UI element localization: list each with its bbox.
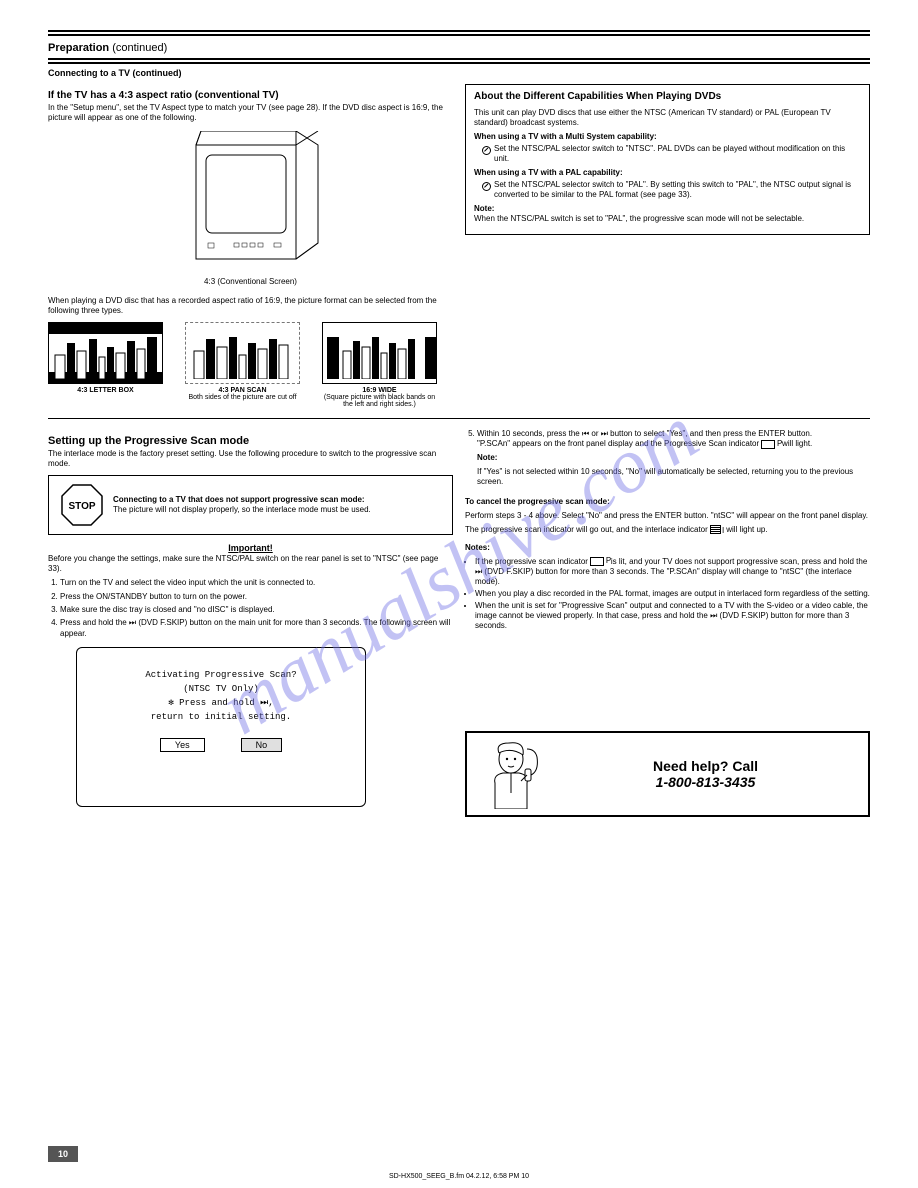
step-1: Turn on the TV and select the video inpu… <box>60 578 453 588</box>
cap-li2: Set the NTSC/PAL selector switch to "PAL… <box>482 180 861 200</box>
note-2: When you play a disc recorded in the PAL… <box>475 589 870 599</box>
svg-text:STOP: STOP <box>68 501 95 512</box>
cap-note-label: Note: <box>474 204 494 213</box>
onscreen-dialog: Activating Progressive Scan? (NTSC TV On… <box>76 647 366 807</box>
step-4: Press and hold the ⏭ (DVD F.SKIP) button… <box>60 618 453 639</box>
title-sub: (continued) <box>112 42 167 54</box>
footer-reference: SD-HX500_SEEG_B.fm 04.2.12, 6:58 PM 10 <box>0 1173 918 1180</box>
screen-line3: ✻ Press and hold ⏭, <box>168 698 273 708</box>
screen-line1: Activating Progressive Scan? <box>145 670 296 680</box>
tv-caption: 4:3 (Conventional Screen) <box>48 277 453 286</box>
format-label-2: 16:9 WIDE <box>362 387 396 394</box>
capabilities-box: About the Different Capabilities When Pl… <box>465 84 870 235</box>
note-1: If the progressive scan indicator is lit… <box>475 557 870 587</box>
step-5-body: "P.SCAn" appears on the front panel disp… <box>477 439 812 448</box>
cancel-body: Perform steps 3 - 4 above. Select "No" a… <box>465 511 870 521</box>
notes-label: Notes: <box>465 543 490 552</box>
help-illustration <box>481 739 545 809</box>
format-note-1: Both sides of the picture are cut off <box>188 394 296 401</box>
s5-note-label: Note: <box>477 453 497 462</box>
progressive-icon-2 <box>590 557 604 566</box>
stop-icon: STOP <box>61 484 103 526</box>
header-subtitle: Connecting to a TV (continued) <box>48 68 870 78</box>
left-section-title: If the TV has a 4:3 aspect ratio (conven… <box>48 90 453 101</box>
need-help-box: Need help? Call 1-800-813-3435 <box>465 731 870 817</box>
progressive-icon <box>761 440 775 449</box>
format-note-2: (Square picture with black bands on the … <box>324 394 435 408</box>
step-2: Press the ON/STANDBY button to turn on t… <box>60 592 453 602</box>
setup-intro: The interlace mode is the factory preset… <box>48 449 453 469</box>
cap-li1: Set the NTSC/PAL selector switch to "NTS… <box>482 144 861 164</box>
cap-title: About the Different Capabilities When Pl… <box>474 91 861 104</box>
cap-note: When the NTSC/PAL switch is set to "PAL"… <box>474 214 861 224</box>
stop-box: STOP Connecting to a TV that does not su… <box>48 475 453 535</box>
help-line2: 1-800-813-3435 <box>557 774 854 790</box>
interlace-icon: I <box>710 525 724 534</box>
left-section-body: In the "Setup menu", set the TV Aspect t… <box>48 103 453 123</box>
svg-text:I: I <box>722 526 724 534</box>
dialog-no-button[interactable]: No <box>241 738 283 752</box>
setup-steps: Turn on the TV and select the video inpu… <box>48 578 453 639</box>
cap-sub1: When using a TV with a Multi System capa… <box>474 132 861 142</box>
tv-illustration <box>176 131 326 271</box>
setup-title: Setting up the Progressive Scan mode <box>48 435 453 447</box>
header-title: Preparation (continued) <box>48 38 870 56</box>
note-3: When the unit is set for "Progressive Sc… <box>475 601 870 631</box>
format-label-1: 4:3 PAN SCAN <box>218 387 266 394</box>
setup-steps-right: Within 10 seconds, press the ⏮ or ⏭ butt… <box>465 429 870 450</box>
important-body: Before you change the settings, make sur… <box>48 554 453 574</box>
s5-note: If "Yes" is not selected within 10 secon… <box>477 467 870 487</box>
cap-body1: This unit can play DVD discs that use ei… <box>474 108 861 128</box>
important-label: Important! <box>228 543 273 553</box>
title-main: Preparation <box>48 42 109 54</box>
screen-line4: return to initial setting. <box>151 712 291 722</box>
page-number: 10 <box>48 1146 78 1162</box>
format-label-0: 4:3 LETTER BOX <box>48 387 163 394</box>
cancel-title: To cancel the progressive scan mode: <box>465 497 610 506</box>
help-line1: Need help? Call <box>557 758 854 774</box>
cap-sub2: When using a TV with a PAL capability: <box>474 168 861 178</box>
dialog-yes-button[interactable]: Yes <box>160 738 205 752</box>
screen-line2: (NTSC TV Only) <box>183 684 259 694</box>
cancel-body2: The progressive scan indicator will go o… <box>465 525 870 535</box>
step-5: Within 10 seconds, press the ⏮ or ⏭ butt… <box>477 429 812 438</box>
format-row: 4:3 LETTER BOX 4:3 PAN SCANBoth sides of… <box>48 322 453 408</box>
step-3: Make sure the disc tray is closed and "n… <box>60 605 453 615</box>
